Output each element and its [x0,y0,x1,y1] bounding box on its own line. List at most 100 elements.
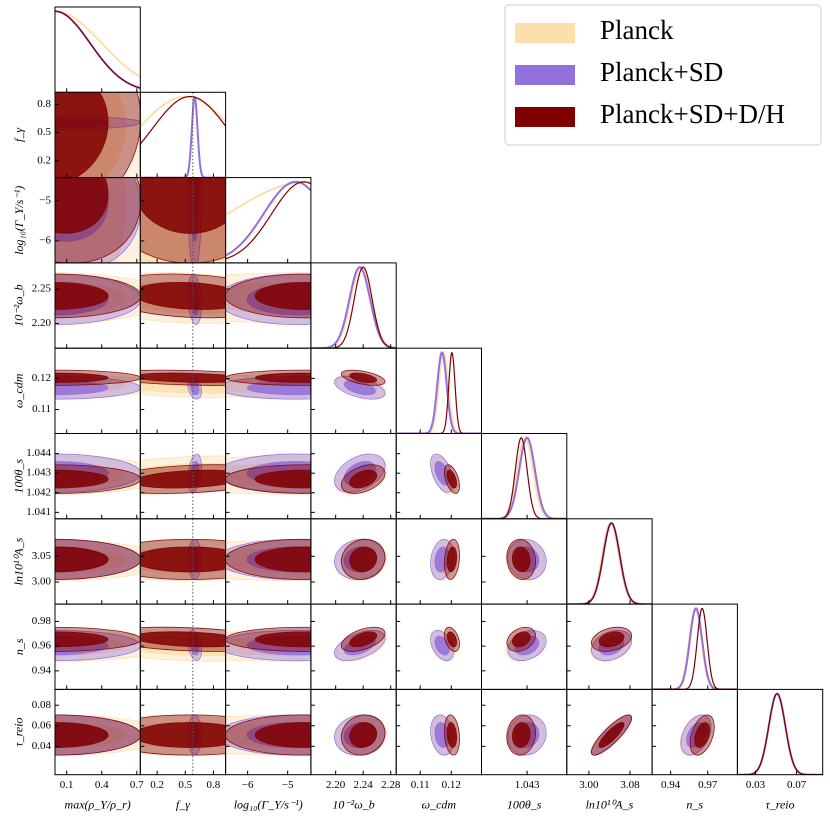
y-axis-label: log₁₀(Γ_Y/s⁻¹) [12,186,26,255]
contour-2d [343,380,376,396]
panel [55,272,141,326]
posterior-1d [55,10,141,89]
contour-2d [349,546,378,573]
legend-label: Planck+SD [600,57,723,87]
x-tick-label: 0.5 [178,779,192,791]
x-tick-label: 0.94 [661,779,681,791]
contour-2d [55,92,141,178]
contour-2d [55,177,141,263]
x-tick-label: 0.7 [130,779,144,791]
panel [140,604,226,690]
panel [225,453,311,495]
contour-2d [140,722,226,748]
panel [652,607,738,690]
x-tick-label: 0.07 [787,779,807,791]
y-tick-label: 0.96 [32,640,52,652]
contour-2d [55,281,109,310]
panel [225,714,311,756]
legend-swatch [515,65,575,85]
x-axis-label: ln10¹⁰A_s [586,797,634,811]
contour-2d [598,722,625,748]
posterior-1d [225,181,311,260]
panel [225,538,311,581]
y-axis-label: τ_reio [12,717,26,746]
panel [430,626,460,662]
posterior-1d [55,10,141,90]
contour-2d [55,631,109,648]
posterior-1d [652,607,738,690]
legend-box [504,4,822,146]
posterior-1d [566,522,653,605]
panel [334,714,387,756]
contour-2d [254,469,311,489]
y-tick-label: 0.94 [32,664,52,676]
x-tick-label: 0.11 [411,779,430,791]
y-axis-label: f_γ [12,128,26,142]
x-axis-label: log₁₀(Γ_Y/s⁻¹) [234,797,303,811]
legend-swatch [515,23,575,43]
y-tick-label: 2.20 [32,317,52,329]
x-tick-label: 2.24 [354,779,374,791]
contour-2d [446,722,458,748]
posterior-1d [566,522,653,605]
x-axis-label: 10⁻²ω_b [332,797,374,811]
legend-label: Planck+SD+D/H [600,99,785,129]
panel [679,714,715,756]
y-tick-label: 0.08 [32,699,52,711]
contour-2d [55,546,109,573]
x-tick-label: −6 [242,779,254,791]
contour-2d [254,631,311,648]
y-tick-label: 0.5 [37,126,51,138]
panel [225,369,311,400]
contour-2d [55,372,109,383]
y-tick-label: −5 [39,194,51,206]
panel [589,626,633,662]
posterior-1d [140,95,226,128]
y-tick-label: 0.98 [32,615,52,627]
panel [430,538,460,581]
panel [505,714,547,756]
panel [55,538,141,581]
x-tick-label: 2.20 [326,779,346,791]
panel [566,521,653,605]
y-tick-label: 0.04 [32,740,52,752]
x-tick-label: 0.2 [150,779,164,791]
x-axis-label: n_s [686,797,703,811]
panel [140,262,226,349]
panel [589,714,633,756]
posterior-1d [140,95,226,145]
posterior-1d [310,266,397,349]
x-axis-label: f_γ [176,797,190,811]
panel [140,177,226,263]
panel [55,10,141,90]
panel-frame [651,603,738,690]
contour-2d [511,546,531,573]
contour-2d [446,546,458,573]
x-tick-label: 0.12 [442,779,461,791]
contour-2d [511,631,531,648]
contour-2d [55,177,109,234]
contour-2d [140,469,226,489]
contour-2d [254,281,311,310]
contour-2d [140,281,226,310]
y-tick-label: 1.042 [26,486,51,498]
x-tick-label: 3.08 [620,779,640,791]
panel [140,518,226,605]
x-axis-label: ω_cdm [422,797,457,811]
contour-2d [55,177,127,263]
posterior-1d [55,10,141,78]
y-axis-label: ω_cdm [12,373,26,408]
posterior-1d [481,436,567,519]
contour-2d [140,372,226,383]
x-tick-label: 0.97 [698,779,718,791]
y-tick-label: 0.2 [37,154,51,166]
contour-2d [349,372,378,383]
x-tick-label: 3.00 [579,779,599,791]
posterior-1d [737,693,823,775]
x-tick-label: 1.043 [515,779,540,791]
panel [505,626,547,662]
panel [55,369,141,400]
panel [225,180,311,260]
panel-frame [54,6,141,93]
